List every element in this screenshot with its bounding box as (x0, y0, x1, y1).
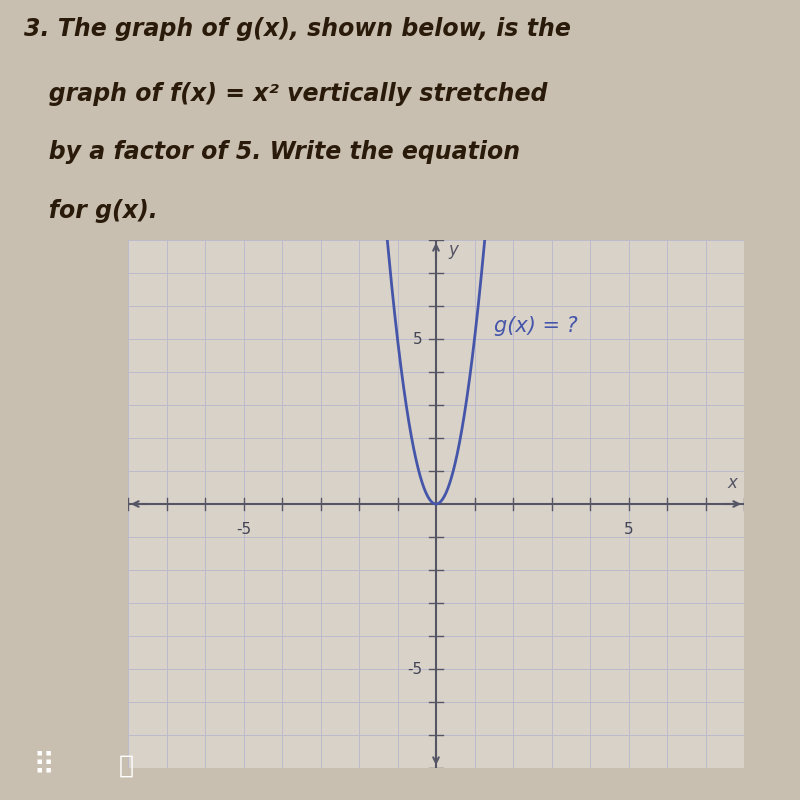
Text: for g(x).: for g(x). (24, 198, 158, 222)
Text: x: x (727, 474, 738, 491)
Text: 5: 5 (624, 522, 634, 537)
Text: -5: -5 (407, 662, 422, 677)
Text: 5: 5 (413, 331, 422, 346)
Text: graph of f(x) = x² vertically stretched: graph of f(x) = x² vertically stretched (24, 82, 547, 106)
Text: -5: -5 (236, 522, 251, 537)
Text: ⠿: ⠿ (33, 751, 55, 781)
Text: y: y (448, 241, 458, 259)
Text: 🗑: 🗑 (119, 754, 134, 778)
Text: g(x) = ?: g(x) = ? (494, 316, 578, 336)
Text: by a factor of 5. Write the equation: by a factor of 5. Write the equation (24, 141, 520, 164)
Text: 3. The graph of g(x), shown below, is the: 3. The graph of g(x), shown below, is th… (24, 18, 571, 42)
